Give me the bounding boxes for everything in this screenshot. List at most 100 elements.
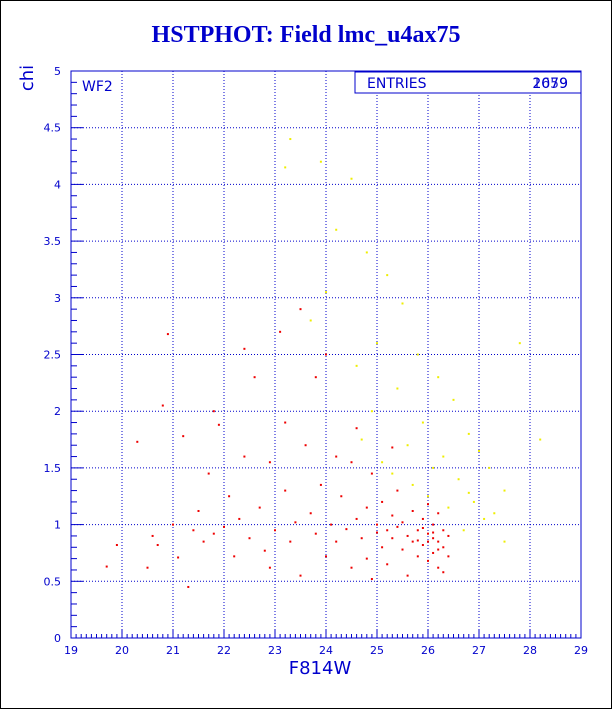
scatter-point <box>427 503 429 506</box>
scatter-point <box>370 410 373 413</box>
scatter-point <box>391 446 394 449</box>
scatter-point <box>406 574 409 577</box>
scatter-point <box>355 517 358 520</box>
scatter-point <box>284 421 287 424</box>
scatter-point <box>360 438 363 441</box>
scatter-point <box>437 540 440 543</box>
x-tick-label: 24 <box>319 644 333 657</box>
scatter-point <box>427 559 429 562</box>
scatter-point <box>376 342 378 345</box>
scatter-point <box>406 444 409 447</box>
scatter-point <box>391 537 394 540</box>
x-tick-labels: 19 20 21 22 23 24 25 26 27 28 29 <box>64 644 588 657</box>
scatter-point <box>355 427 358 430</box>
scatter-point <box>146 566 149 569</box>
scatter-point <box>166 333 169 336</box>
scatter-point <box>396 387 399 390</box>
scatter-point <box>335 540 338 543</box>
scatter-point <box>416 539 419 542</box>
scatter-point <box>370 578 373 581</box>
scatter-point <box>325 555 327 558</box>
scatter-point <box>432 466 435 469</box>
data-points <box>105 138 542 588</box>
panel-label: WF2 <box>82 79 113 95</box>
y-tick-labels: 0 0.5 1 1.5 2 2.5 3 3.5 4 4.5 5 <box>44 65 62 645</box>
scatter-point <box>299 308 302 311</box>
scatter-point <box>401 521 404 524</box>
y-tick-label: 0.5 <box>44 575 62 588</box>
scatter-point <box>325 353 327 356</box>
scatter-point <box>421 517 424 520</box>
scatter-point <box>493 512 496 515</box>
scatter-point <box>350 177 353 180</box>
scatter-point <box>421 421 424 424</box>
x-tick-label: 19 <box>64 644 78 657</box>
scatter-point <box>416 353 419 356</box>
scatter-point <box>447 534 450 537</box>
scatter-point <box>223 525 225 528</box>
scatter-point <box>172 523 174 526</box>
scatter-point <box>268 461 271 464</box>
scatter-point <box>360 537 363 540</box>
scatter-point <box>355 364 358 367</box>
scatter-point <box>151 534 154 537</box>
y-axis-label: chi <box>17 65 38 91</box>
scatter-point <box>421 527 424 530</box>
scatter-point <box>309 512 312 515</box>
scatter-point <box>452 398 455 401</box>
x-tick-label: 21 <box>166 644 180 657</box>
scatter-point <box>243 347 246 350</box>
scatter-point <box>335 228 338 231</box>
x-tick-label: 28 <box>523 644 537 657</box>
scatter-point <box>350 566 353 569</box>
scatter-point <box>268 566 271 569</box>
scatter-point <box>416 555 419 558</box>
scatter-point <box>325 291 327 294</box>
scatter-point <box>263 549 266 552</box>
scatter-point <box>289 540 292 543</box>
scatter-point <box>294 521 297 524</box>
scatter-point <box>314 376 317 379</box>
x-axis-label: F814W <box>289 658 352 679</box>
y-tick-label: 4 <box>54 178 61 191</box>
scatter-point <box>386 563 389 566</box>
y-tick-label: 5 <box>54 65 61 78</box>
scatter-point <box>177 556 180 559</box>
scatter-point <box>437 566 440 569</box>
y-tick-label: 3 <box>54 292 61 305</box>
scatter-point <box>284 489 287 492</box>
y-tick-label: 4.5 <box>44 122 62 135</box>
scatter-point <box>161 404 164 407</box>
scatter-point <box>442 546 445 549</box>
scatter-point <box>447 555 450 558</box>
scatter-point <box>432 537 435 540</box>
scatter-point <box>284 166 287 169</box>
scatter-point <box>411 509 414 512</box>
scatter-point <box>437 376 440 379</box>
scatter-point <box>457 478 460 481</box>
scatter-point <box>304 444 307 447</box>
scatter-point <box>197 509 200 512</box>
y-tick-label: 1.5 <box>44 462 62 475</box>
scatter-point <box>447 506 450 509</box>
scatter-point <box>314 532 317 535</box>
scatter-point <box>539 438 542 441</box>
scatter-point <box>217 423 220 426</box>
scatter-point <box>381 500 384 503</box>
scatter-point <box>396 525 399 528</box>
scatter-point <box>391 472 394 475</box>
scatter-point <box>279 330 282 333</box>
scatter-point <box>401 302 404 305</box>
scatter-point <box>462 529 465 532</box>
scatter-point <box>381 461 384 464</box>
y-tick-label: 1 <box>54 519 61 532</box>
scatter-point <box>370 472 373 475</box>
scatter-point <box>156 544 159 547</box>
scatter-point <box>442 529 445 532</box>
scatter-point <box>350 461 353 464</box>
y-tick-label: 3.5 <box>44 235 62 248</box>
stats-box: ENTRIES 2079 1659 <box>354 71 582 94</box>
scatter-point <box>238 517 241 520</box>
scatter-point <box>289 138 292 141</box>
scatter-point <box>391 514 394 517</box>
